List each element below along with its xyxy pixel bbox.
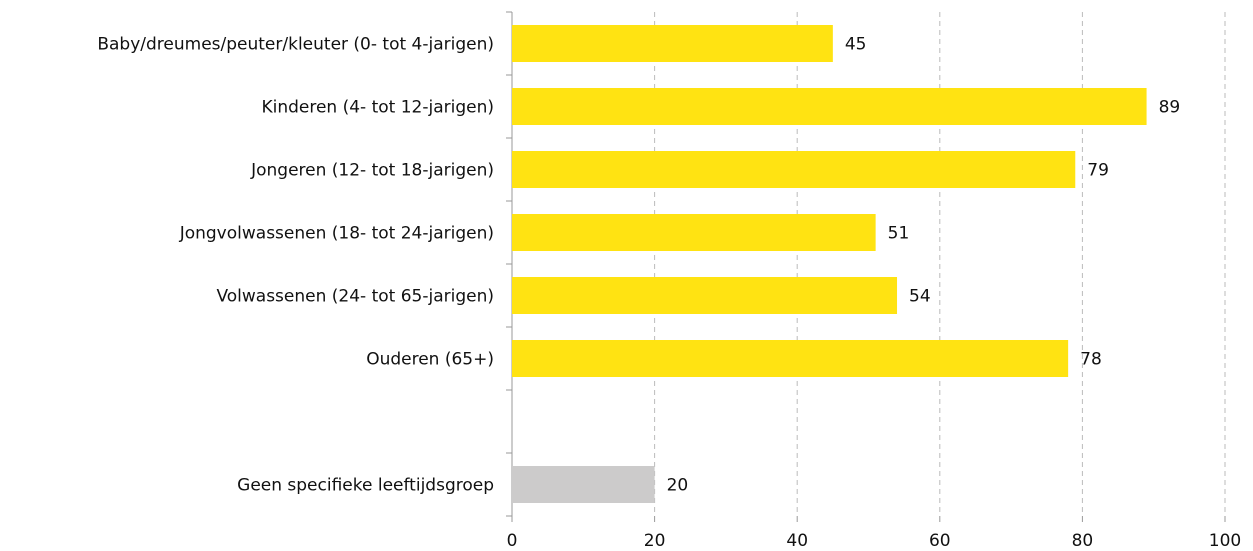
x-tick-label: 60 (929, 531, 951, 551)
value-label: 78 (1080, 350, 1102, 370)
y-tick-label: Kinderen (4- tot 12-jarigen) (261, 98, 494, 118)
bar (512, 214, 876, 251)
x-tick-label: 20 (644, 531, 666, 551)
bar (512, 340, 1069, 377)
y-tick-label: Geen specifieke leeftijdsgroep (237, 476, 494, 496)
bar (512, 25, 833, 62)
x-tick-label: 40 (786, 531, 808, 551)
y-tick-label: Ouderen (65+) (366, 350, 494, 370)
value-label: 45 (845, 35, 867, 55)
x-tick-label: 100 (1209, 531, 1241, 551)
bar (512, 151, 1076, 188)
x-tick-label: 80 (1072, 531, 1094, 551)
y-tick-label: Jongeren (12- tot 18-jarigen) (250, 161, 494, 181)
bar (512, 466, 655, 503)
value-label: 89 (1159, 98, 1181, 118)
x-tick-label: 0 (507, 531, 518, 551)
bar (512, 88, 1147, 125)
bar (512, 277, 898, 314)
y-tick-label: Jongvolwassenen (18- tot 24-jarigen) (179, 224, 494, 244)
y-tick-label: Baby/dreumes/peuter/kleuter (0- tot 4-ja… (97, 35, 494, 55)
y-tick-label: Volwassenen (24- tot 65-jarigen) (216, 287, 494, 307)
value-label: 54 (909, 287, 931, 307)
value-label: 79 (1087, 161, 1109, 181)
value-label: 51 (888, 224, 910, 244)
value-label: 20 (667, 476, 689, 496)
